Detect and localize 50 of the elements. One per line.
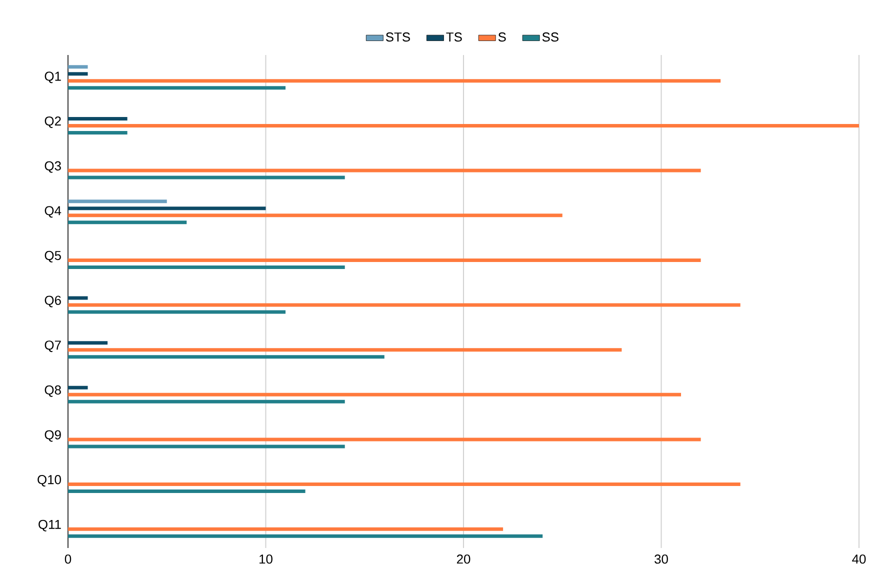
y-tick-label: Q5 xyxy=(44,250,61,262)
y-tick-label: Q3 xyxy=(44,161,61,173)
bar xyxy=(68,176,345,180)
bar xyxy=(68,79,721,83)
x-tick-label: 20 xyxy=(456,554,470,564)
y-tick-label: Q9 xyxy=(44,430,61,442)
y-tick-label: Q4 xyxy=(44,206,62,218)
y-tick-label: Q11 xyxy=(38,520,61,532)
x-tick-label: 0 xyxy=(64,554,72,564)
bar xyxy=(68,130,128,134)
bar xyxy=(68,65,88,69)
bar xyxy=(68,86,286,90)
y-tick-label: Q10 xyxy=(38,475,61,487)
bar xyxy=(68,258,701,262)
y-tick-label: Q7 xyxy=(44,340,61,352)
legend-label: S xyxy=(498,32,506,42)
y-tick-label: Q1 xyxy=(44,72,61,84)
x-tick-label: 10 xyxy=(260,554,272,564)
bar xyxy=(68,310,286,314)
bar xyxy=(68,534,543,538)
y-tick-label: Q2 xyxy=(44,116,61,128)
bar xyxy=(68,168,701,172)
legend-label: STS xyxy=(386,32,410,42)
bar xyxy=(68,386,88,390)
x-tick-label: 40 xyxy=(852,554,866,564)
bar xyxy=(68,72,88,76)
bar xyxy=(68,296,88,300)
bar xyxy=(68,220,187,224)
bar xyxy=(68,214,562,218)
y-tick-label: Q6 xyxy=(44,296,61,308)
bar xyxy=(68,392,682,396)
bar xyxy=(68,265,345,269)
bar xyxy=(68,341,108,345)
bar xyxy=(68,444,345,448)
bar xyxy=(68,482,740,486)
bar xyxy=(68,348,622,352)
bar xyxy=(68,206,266,210)
bar xyxy=(68,490,306,494)
y-tick-label: Q8 xyxy=(44,385,61,397)
legend-label: TS xyxy=(446,32,462,42)
x-tick-label: 30 xyxy=(654,554,668,564)
bar xyxy=(68,527,504,531)
bar xyxy=(68,438,701,442)
bar xyxy=(68,355,384,359)
bar xyxy=(68,124,860,128)
bar xyxy=(68,200,167,204)
bar xyxy=(68,116,128,120)
bar xyxy=(68,400,345,404)
bar xyxy=(68,303,740,307)
legend-label: SS xyxy=(542,32,558,42)
